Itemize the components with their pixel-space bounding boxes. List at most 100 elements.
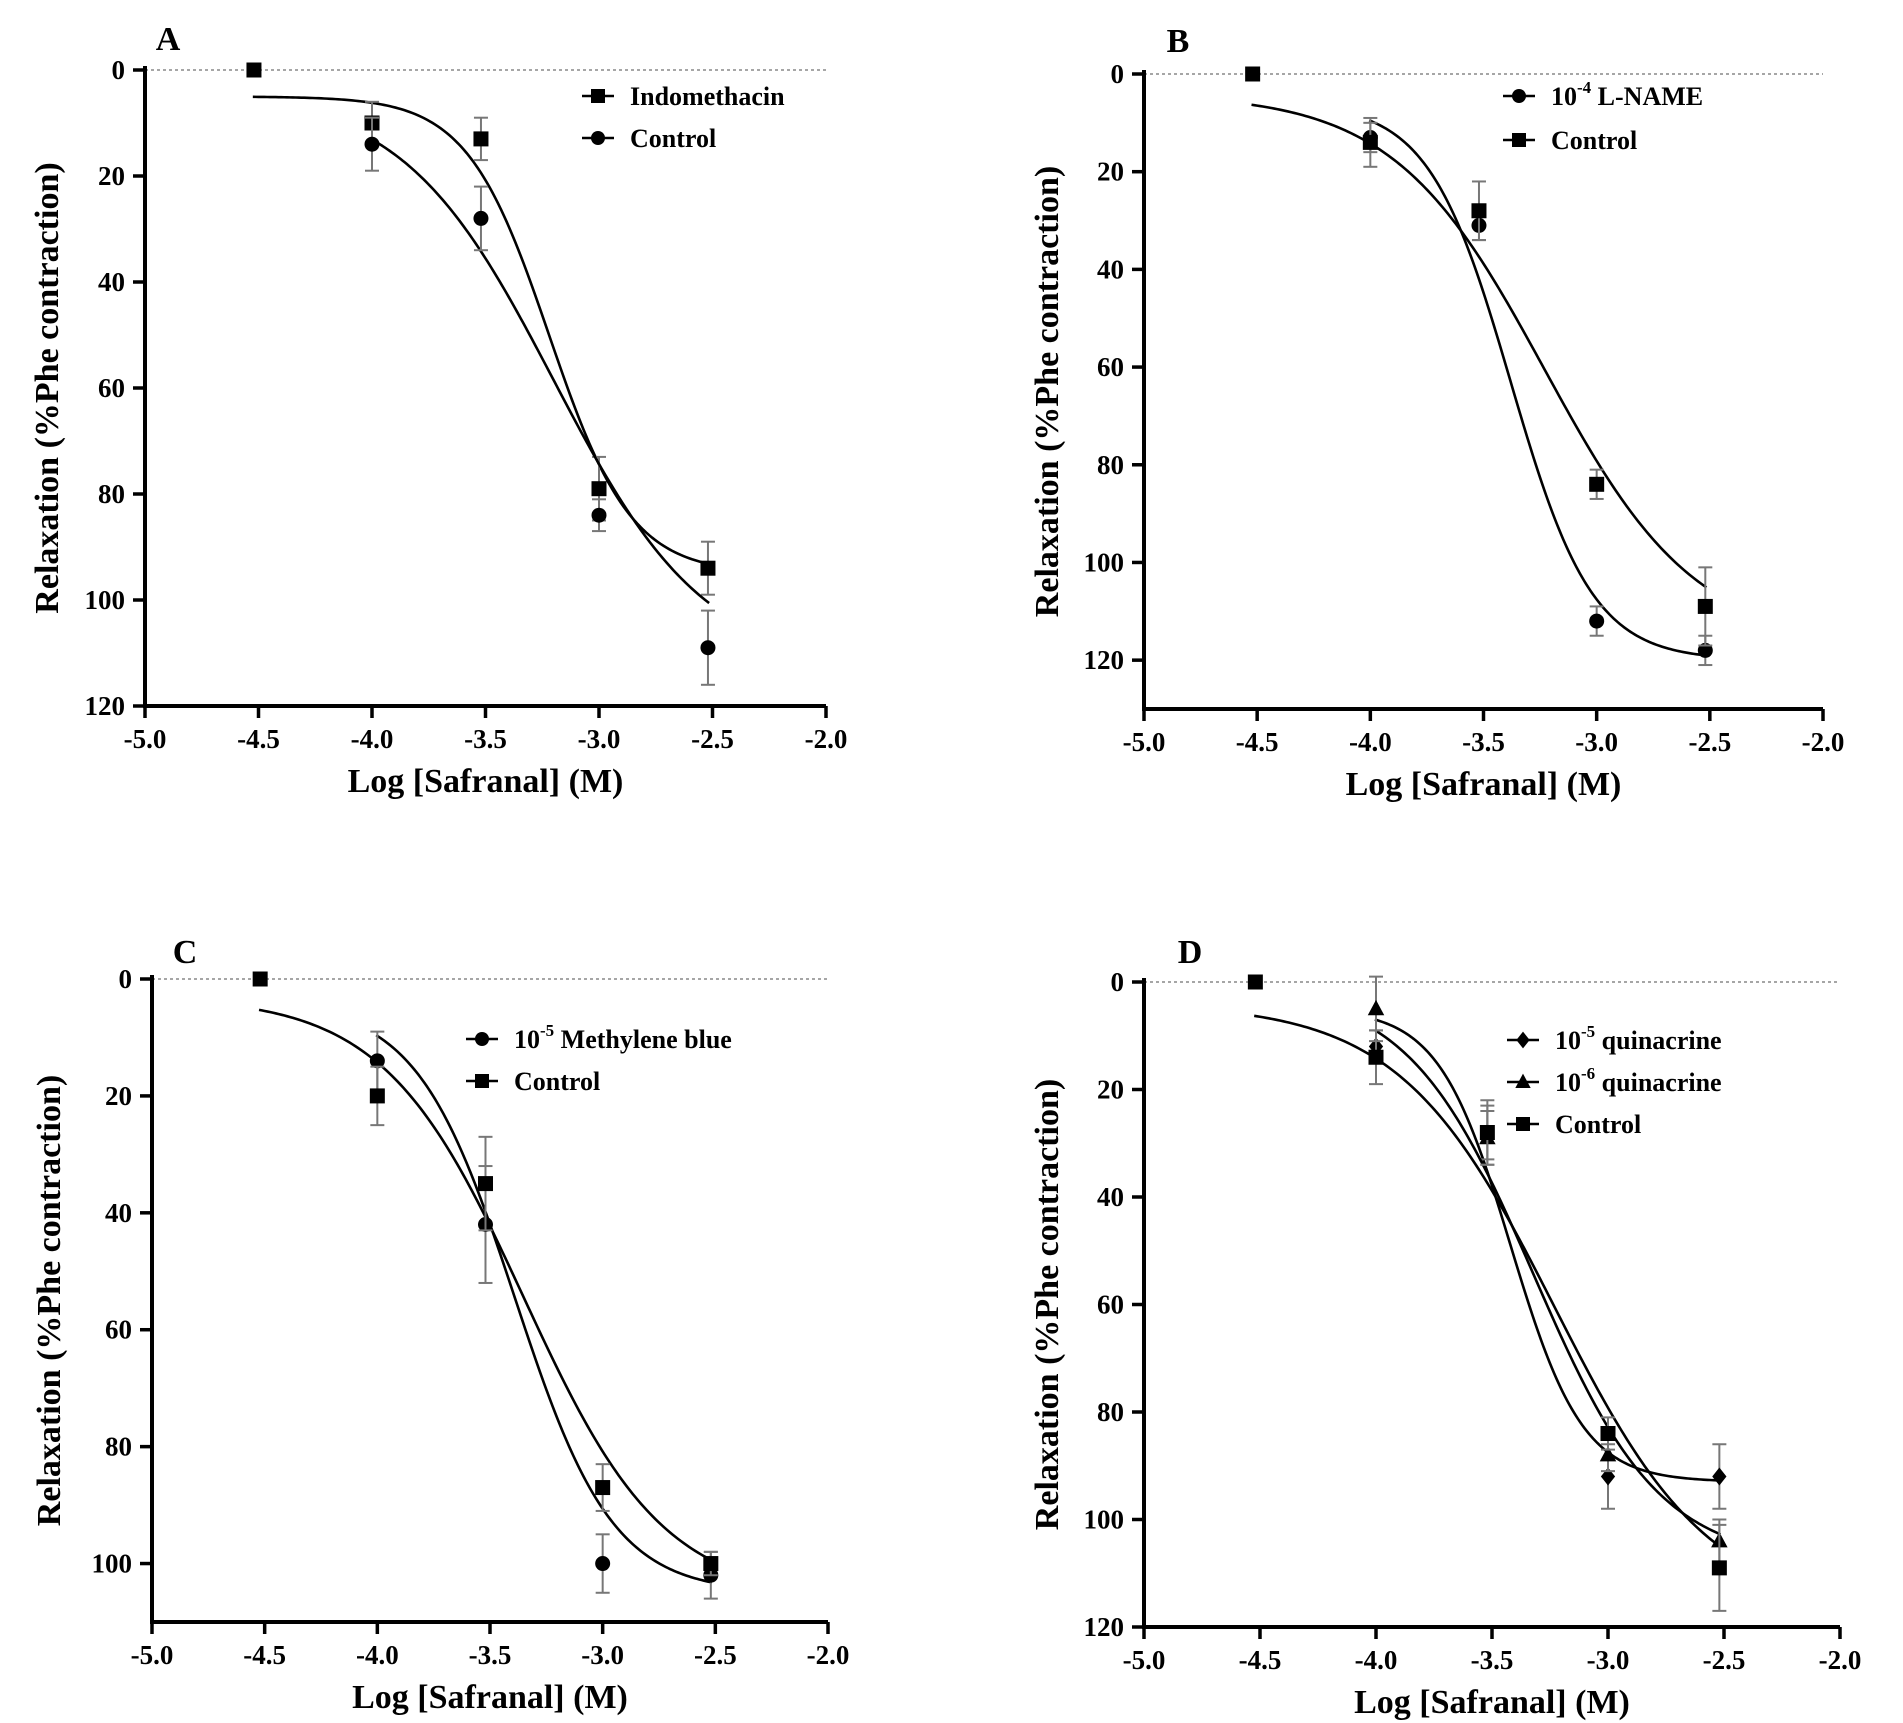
y-tick-label: 0 bbox=[1111, 59, 1125, 89]
x-tick-label: -2.5 bbox=[691, 724, 734, 754]
data-point bbox=[1479, 1125, 1495, 1140]
y-tick-label: 60 bbox=[98, 373, 125, 403]
x-tick-label: -2.0 bbox=[1802, 727, 1845, 757]
fit-curve-control bbox=[370, 137, 710, 605]
y-axis-title: Relaxation (%Phe contraction) bbox=[31, 1075, 68, 1526]
y-tick-label: 100 bbox=[1084, 1505, 1125, 1535]
fit-curve-control bbox=[1251, 103, 1708, 589]
legend-marker bbox=[1512, 89, 1526, 103]
data-point bbox=[591, 481, 607, 497]
y-tick-label: 100 bbox=[85, 585, 126, 615]
data-point bbox=[252, 971, 268, 987]
legend-marker bbox=[1516, 1031, 1530, 1049]
fit-curve-10-5-methylene-blue bbox=[375, 1034, 713, 1584]
series-control bbox=[1247, 974, 1727, 1612]
data-point bbox=[591, 507, 607, 523]
series-control bbox=[1245, 66, 1713, 647]
data-point bbox=[364, 136, 380, 152]
data-point bbox=[1697, 642, 1713, 658]
series-control bbox=[252, 971, 719, 1577]
x-tick-label: -3.5 bbox=[464, 724, 507, 754]
legend-marker bbox=[591, 131, 605, 145]
y-axis-title: Relaxation (%Phe contraction) bbox=[29, 162, 66, 613]
y-tick-label: 20 bbox=[1097, 157, 1124, 187]
x-tick-label: -4.5 bbox=[1239, 1645, 1282, 1675]
data-point bbox=[1245, 66, 1261, 82]
data-point bbox=[1247, 974, 1263, 990]
y-tick-label: 20 bbox=[105, 1081, 132, 1111]
y-tick-label: 60 bbox=[1097, 1290, 1124, 1320]
x-tick-label: -4.5 bbox=[243, 1640, 286, 1670]
y-tick-label: 0 bbox=[112, 55, 126, 85]
x-tick-label: -3.0 bbox=[1587, 1645, 1630, 1675]
x-tick-label: -4.0 bbox=[1355, 1645, 1398, 1675]
x-tick-label: -3.0 bbox=[581, 1640, 624, 1670]
y-tick-label: 100 bbox=[92, 1549, 133, 1579]
series-10-5-methylene-blue bbox=[369, 1030, 719, 1600]
legend-label: Control bbox=[514, 1067, 600, 1096]
y-tick-label: 40 bbox=[1097, 1182, 1124, 1212]
legend-marker bbox=[1515, 1073, 1531, 1088]
legend-marker bbox=[1516, 1117, 1530, 1131]
data-point bbox=[1697, 598, 1713, 614]
x-axis-title: Log [Safranal] (M) bbox=[1354, 1684, 1630, 1721]
y-tick-label: 0 bbox=[1111, 967, 1125, 997]
legend-label: 10-6 quinacrine bbox=[1555, 1064, 1722, 1097]
x-tick-label: -3.5 bbox=[1471, 1645, 1514, 1675]
fit-curve-control bbox=[258, 1008, 713, 1562]
x-tick-label: -3.0 bbox=[578, 724, 621, 754]
y-tick-label: 100 bbox=[1084, 547, 1125, 577]
fit-curve-10-4-l-name bbox=[1368, 119, 1707, 657]
x-tick-label: -3.5 bbox=[1462, 727, 1505, 757]
fit-curve-indomethacin bbox=[252, 95, 710, 566]
data-point bbox=[595, 1556, 611, 1572]
x-tick-label: -2.0 bbox=[1819, 1645, 1862, 1675]
y-tick-label: 80 bbox=[105, 1432, 132, 1462]
data-point bbox=[1362, 134, 1378, 150]
data-point bbox=[1367, 999, 1385, 1016]
x-axis-title: Log [Safranal] (M) bbox=[352, 1679, 628, 1716]
y-tick-label: 40 bbox=[1097, 254, 1124, 284]
legend-marker bbox=[475, 1074, 489, 1088]
x-tick-label: -5.0 bbox=[124, 724, 167, 754]
legend-label: 10-5 Methylene blue bbox=[514, 1021, 732, 1054]
chart-panel-a: A0 20 40 60 80 100 120-5.0 -4.5 -4.0 -3.5 -3.0 -2.5… bbox=[29, 21, 847, 800]
y-axis-title: Relaxation (%Phe contraction) bbox=[1029, 1079, 1066, 1530]
x-tick-label: -3.0 bbox=[1575, 727, 1618, 757]
y-tick-label: 60 bbox=[1097, 352, 1124, 382]
x-tick-label: -4.5 bbox=[1236, 727, 1279, 757]
data-point bbox=[473, 131, 489, 147]
x-tick-label: -4.0 bbox=[1349, 727, 1392, 757]
y-tick-label: 80 bbox=[98, 479, 125, 509]
fit-curve-10-6-quinacrine bbox=[1374, 1028, 1722, 1536]
x-tick-label: -4.5 bbox=[237, 724, 280, 754]
x-tick-label: -2.5 bbox=[1703, 1645, 1746, 1675]
x-axis-title: Log [Safranal] (M) bbox=[1346, 766, 1622, 803]
chart-panel-c: C 0 20 40 60 80 100 -5.0 -4.5 -4.0 -3.5 -3.0 -2.5 -2.… bbox=[31, 934, 849, 1716]
x-tick-label: -4.0 bbox=[351, 724, 394, 754]
data-point bbox=[473, 210, 489, 226]
data-point bbox=[1599, 1446, 1617, 1462]
panel-letter-a: A bbox=[156, 21, 181, 58]
x-tick-label: -4.0 bbox=[356, 1640, 399, 1670]
legend-label: Control bbox=[1551, 126, 1637, 155]
x-tick-label: -3.5 bbox=[469, 1640, 512, 1670]
fit-curve-control bbox=[1253, 1014, 1722, 1548]
data-point bbox=[1368, 1049, 1384, 1065]
x-tick-label: -2.5 bbox=[694, 1640, 737, 1670]
legend-marker bbox=[591, 89, 605, 103]
data-point bbox=[1471, 203, 1487, 219]
y-tick-label: 120 bbox=[1084, 645, 1125, 675]
data-point bbox=[700, 640, 716, 656]
data-point bbox=[477, 1176, 493, 1192]
y-tick-label: 120 bbox=[1084, 1612, 1125, 1642]
series-10-6-quinacrine bbox=[1367, 975, 1728, 1564]
y-tick-label: 40 bbox=[105, 1198, 132, 1228]
x-tick-label: -2.0 bbox=[807, 1640, 850, 1670]
data-point bbox=[369, 1088, 385, 1104]
data-point bbox=[1712, 1467, 1727, 1486]
y-tick-label: 80 bbox=[1097, 1397, 1124, 1427]
data-point bbox=[1600, 1426, 1616, 1441]
legend-label: Control bbox=[1555, 1110, 1641, 1139]
